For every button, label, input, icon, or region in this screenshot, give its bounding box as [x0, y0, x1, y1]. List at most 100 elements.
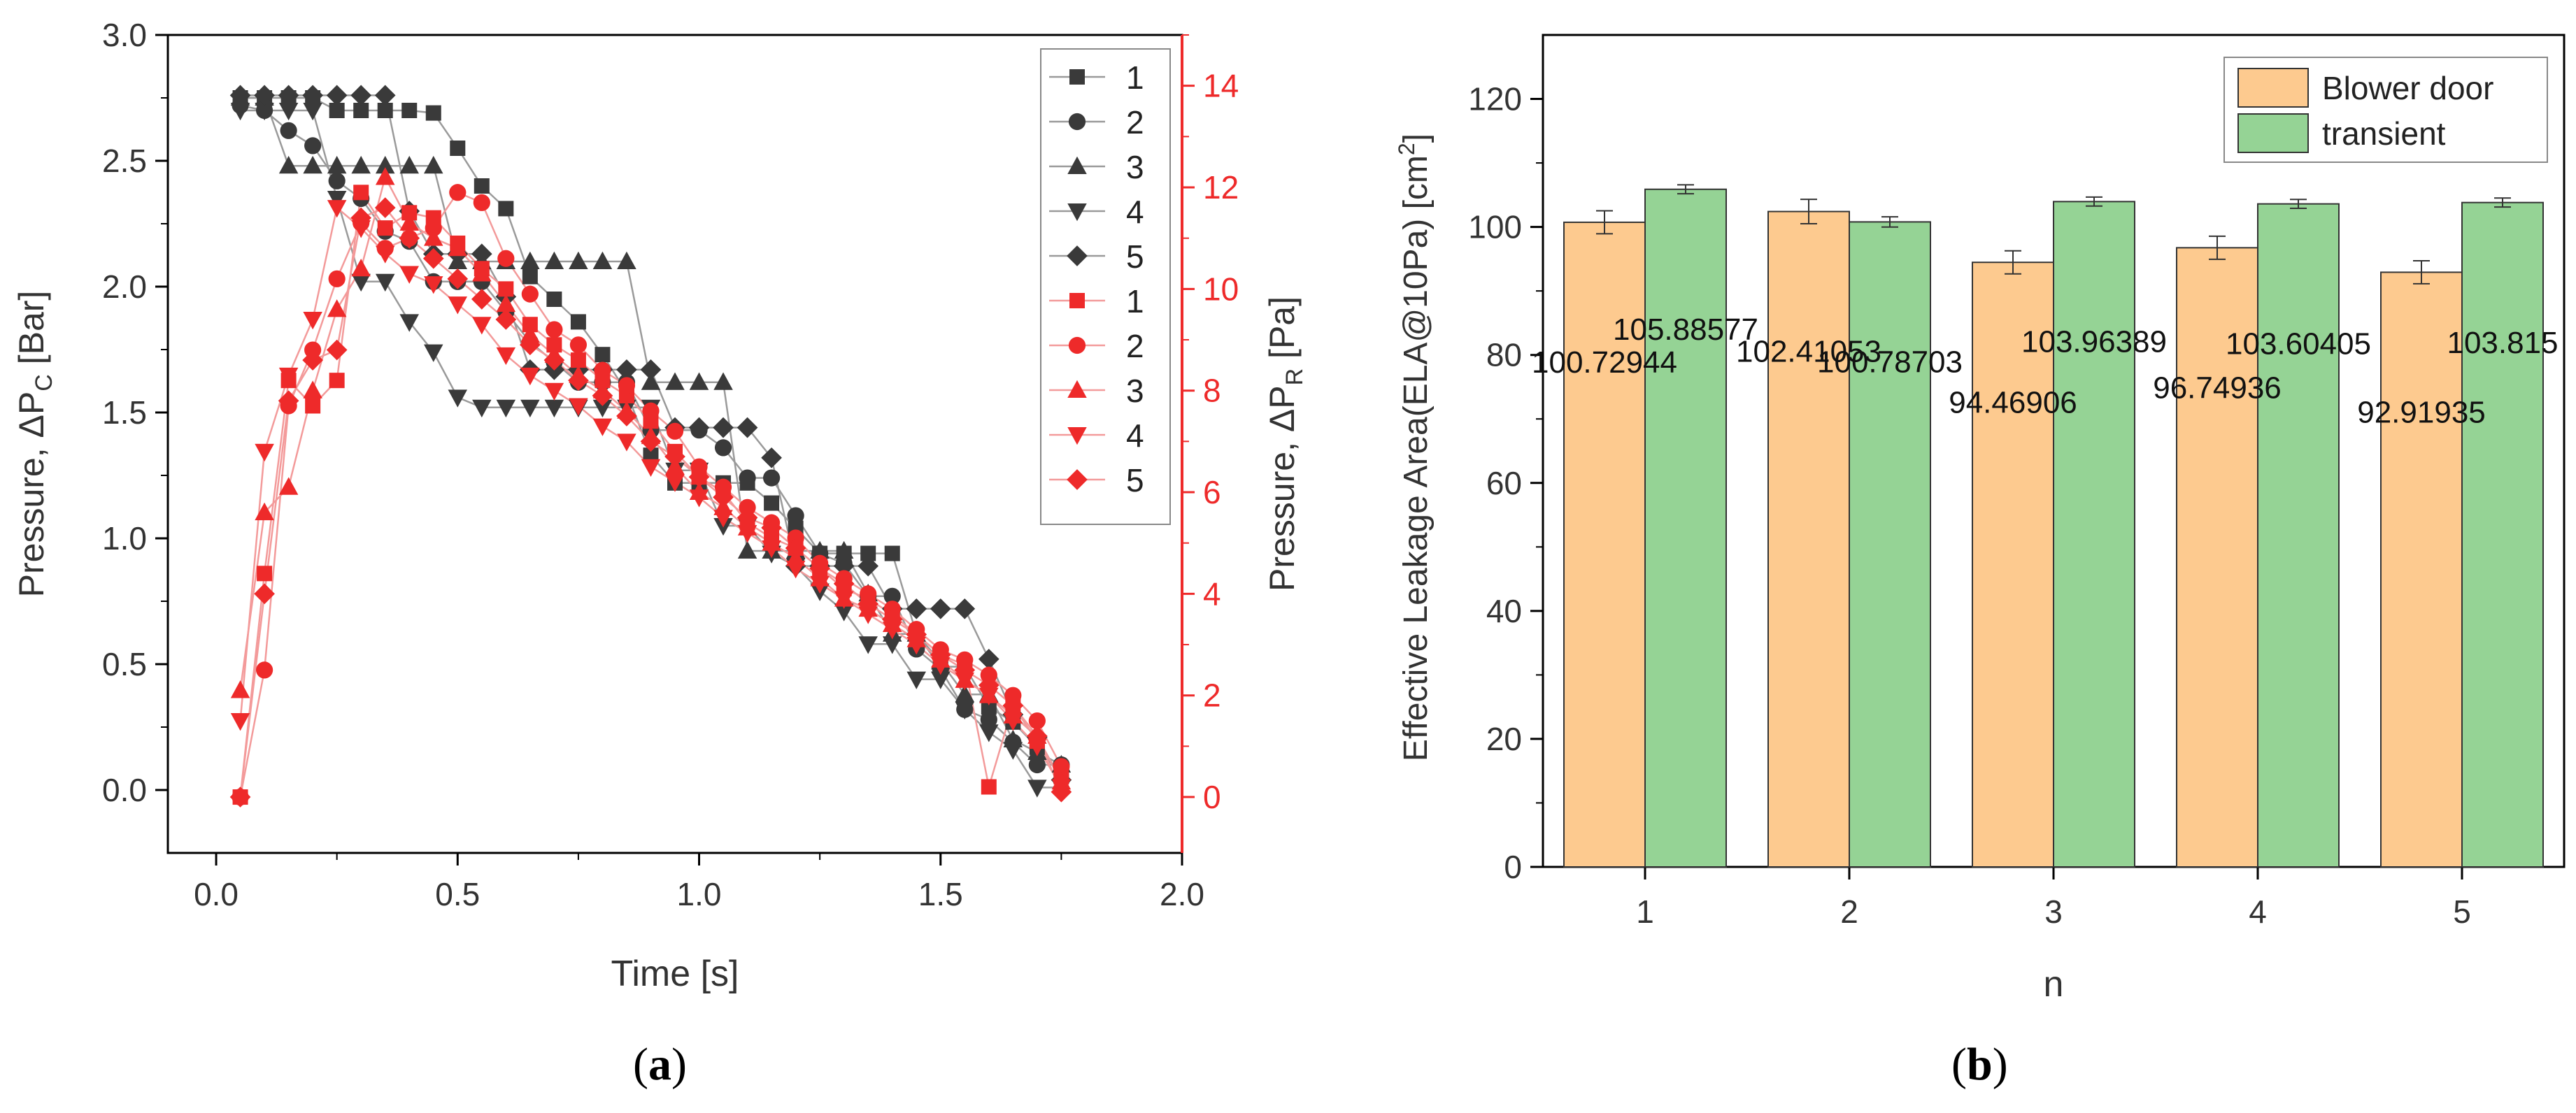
panel-a-point-black-series-3	[834, 540, 854, 559]
panel-a-point-red-series-3	[303, 380, 322, 398]
panel-a-point-black-series-3	[544, 251, 564, 269]
panel-a-point-black-series-4	[544, 399, 564, 418]
panel-a-point-red-series-4	[858, 606, 878, 624]
panel-a-point-red-series-5	[809, 558, 830, 579]
panel-a-left-y-tick-label: 0.5	[102, 646, 147, 682]
panel-a-point-black-series-4	[303, 103, 322, 121]
panel-a-point-red-series-4	[737, 525, 757, 543]
panel-a-point-black-series-1	[425, 105, 441, 121]
panel-a-point-black-series-5	[713, 417, 734, 438]
panel-a-point-black-series-4	[979, 724, 999, 742]
panel-a-point-red-series-5	[736, 507, 758, 529]
panel-a-point-red-series-5	[543, 350, 565, 371]
panel-b-x-tick-label: 5	[2453, 893, 2471, 930]
panel-a-point-red-series-5	[471, 289, 492, 310]
panel-a-point-red-series-2	[1028, 712, 1046, 730]
panel-a-point-red-series-5	[1002, 695, 1024, 717]
panel-a-x-tick-label: 2.0	[1160, 876, 1204, 912]
bar-blower-door	[2176, 247, 2258, 868]
panel-a-series-markers	[229, 85, 1072, 807]
panel-a-left-y-tick-label: 2.0	[102, 268, 147, 305]
panel-a-point-black-series-5	[640, 359, 662, 380]
panel-a-legend-label: 1	[1126, 283, 1144, 319]
panel-a-legend-marker	[1067, 245, 1088, 266]
panel-a-point-red-series-4	[931, 657, 951, 675]
panel-b-y-tick-label: 60	[1486, 465, 1522, 501]
panel-a-point-black-series-4	[424, 344, 443, 362]
panel-a-legend-marker	[1067, 427, 1087, 445]
panel-a-point-black-series-2	[304, 137, 322, 155]
data-label-blower-door: 92.91935	[2357, 396, 2486, 430]
panel-a-left-y-tick-label: 3.0	[102, 17, 147, 53]
panel-a-point-red-series-5	[664, 446, 685, 468]
panel-a-point-black-series-5	[471, 243, 492, 265]
panel-a-point-black-series-4	[230, 103, 250, 121]
panel-a-right-y-tick-label: 12	[1203, 169, 1239, 206]
panel-a-point-black-series-3	[689, 372, 709, 390]
panel-a-point-red-series-4	[472, 317, 492, 335]
panel-a-point-red-series-3	[351, 258, 371, 277]
panel-a-legend-marker	[1068, 336, 1086, 354]
panel-a-point-black-series-3	[810, 540, 830, 559]
panel-b-caption-letter: b	[1966, 1039, 1993, 1090]
panel-a-right-y-tick-label: 2	[1203, 677, 1221, 714]
data-label-blower-door: 94.46906	[1949, 385, 2077, 419]
panel-a-line-red-series-4	[239, 206, 1062, 788]
panel-a-point-red-series-4	[448, 296, 468, 315]
panel-a-tick-labels: 0.0 0.5 1.0 1.5 2.0 0.0 0.5 1.0 1.5 2.0 2.5 3.0 0 2 4 6…	[102, 17, 1239, 912]
panel-a-point-black-series-3	[665, 372, 685, 390]
panel-a-point-black-series-3	[303, 155, 322, 174]
bar-transient	[1849, 221, 1931, 868]
panel-a-point-black-series-1	[377, 103, 393, 118]
panel-a-point-red-series-3	[520, 324, 540, 343]
panel-a-point-red-series-4	[230, 713, 250, 731]
panel-a-point-black-series-3	[592, 251, 613, 269]
panel-a-point-red-series-4	[1027, 738, 1047, 756]
panel-a-point-black-series-5	[350, 85, 372, 106]
bar-transient	[2053, 201, 2135, 868]
panel-a-point-red-series-5	[785, 538, 806, 559]
panel-a-point-black-series-3	[375, 155, 395, 174]
panel-a-point-black-series-4	[399, 314, 419, 332]
panel-a-point-black-series-4	[858, 636, 878, 654]
panel-a-left-y-tick-label: 1.0	[102, 520, 147, 556]
panel-a-point-black-series-3	[424, 155, 443, 174]
panel-a-point-red-series-2	[666, 422, 684, 440]
panel-a-point-red-series-1	[257, 566, 273, 582]
panel-a-point-red-series-4	[351, 220, 371, 238]
panel-a-legend-marker	[1067, 380, 1087, 398]
panel-a-point-red-series-5	[374, 197, 396, 218]
panel-a-point-red-series-5	[302, 350, 323, 371]
bar-transient	[2257, 203, 2340, 868]
panel-a-left-y-tick-label: 0.0	[102, 772, 147, 808]
panel-a-right-y-tick-label: 10	[1203, 271, 1239, 307]
panel-a-point-red-series-4	[785, 561, 806, 579]
panel-a-point-red-series-3	[255, 502, 274, 521]
panel-a-point-red-series-5	[326, 339, 348, 361]
legend-label-blower-door: Blower door	[2322, 70, 2493, 106]
panel-a-point-red-series-5	[495, 309, 517, 330]
panel-a-point-black-series-1	[884, 545, 900, 561]
panel-a-point-black-series-5	[302, 85, 323, 106]
bar-transient	[2461, 201, 2544, 868]
legend-swatch-transient	[2237, 113, 2309, 153]
panel-a-point-black-series-3	[713, 372, 733, 390]
data-label-transient: 103.815	[2447, 326, 2558, 360]
panel-a-point-red-series-3	[278, 477, 299, 495]
panel-a-point-red-series-5	[858, 594, 879, 615]
panel-a-point-red-series-4	[1003, 713, 1023, 731]
panel-a-point-red-series-5	[616, 405, 637, 426]
data-label-transient: 103.60405	[2226, 327, 2371, 361]
panel-a-point-red-series-5	[422, 247, 444, 269]
panel-a-legend-marker	[1069, 293, 1085, 308]
panel-a-point-black-series-1	[860, 545, 876, 561]
panel-b-ticks	[1530, 98, 2463, 879]
panel-b-tick-labels: 0 20 40 60 80 100 120 1 2 3 4 5	[1468, 81, 2471, 930]
panel-a-point-red-series-3	[327, 299, 347, 317]
panel-a-point-black-series-4	[1027, 780, 1047, 798]
panel-a-point-black-series-3	[520, 251, 540, 269]
panel-b-bars	[1563, 188, 2544, 868]
panel-a-legend-marker	[1067, 156, 1087, 174]
panel-a-point-red-series-5	[592, 385, 613, 406]
panel-a-point-black-series-3	[955, 684, 975, 703]
